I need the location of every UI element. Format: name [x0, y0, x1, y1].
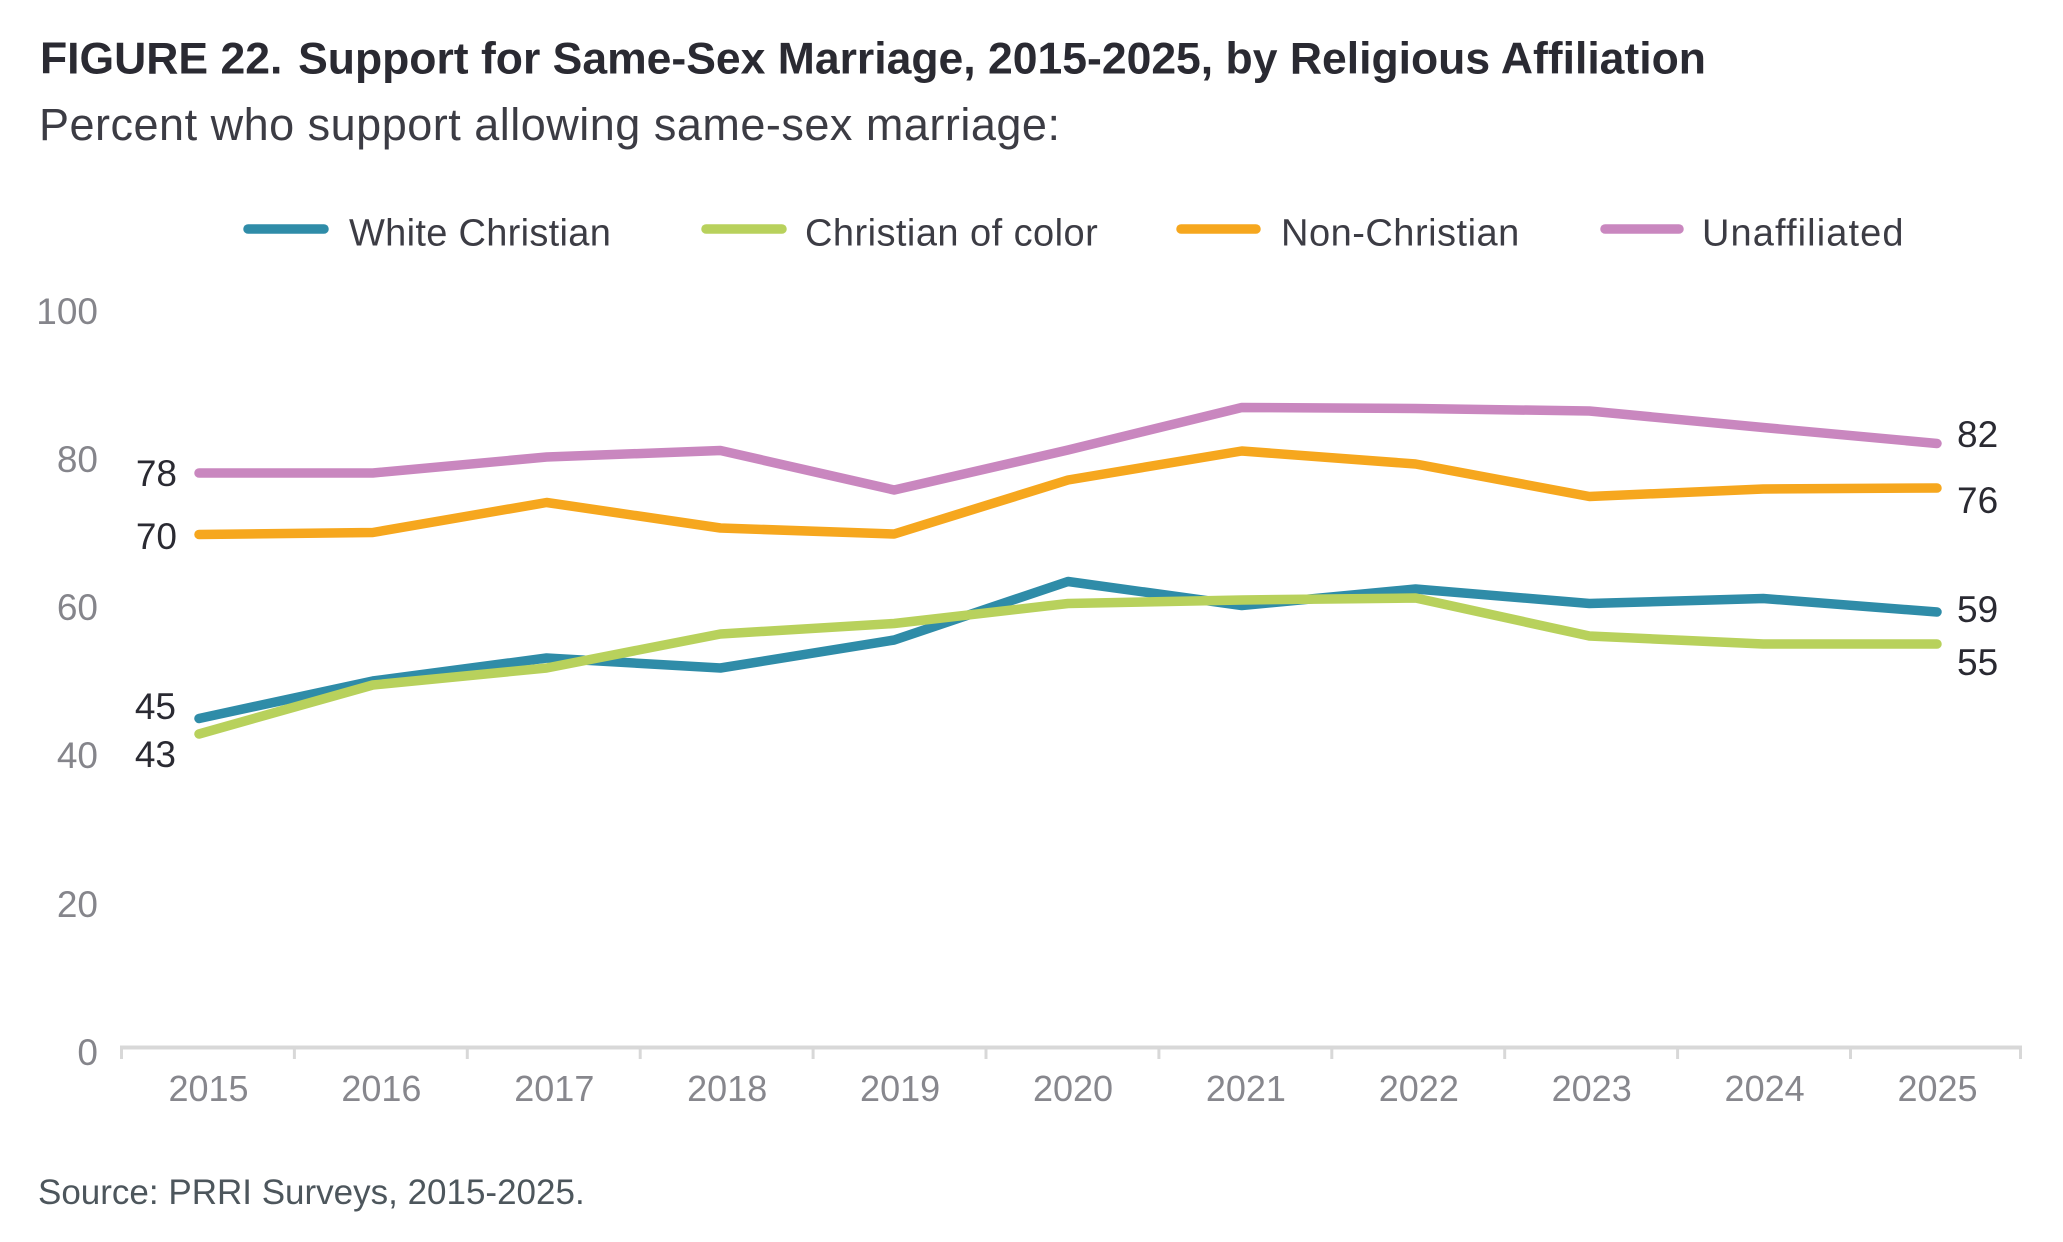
svg-text:80: 80	[57, 439, 98, 480]
svg-text:Source: PRRI Surveys, 2015-202: Source: PRRI Surveys, 2015-2025.	[38, 1173, 585, 1212]
svg-text:2024: 2024	[1725, 1068, 1805, 1109]
svg-text:Unaffiliated: Unaffiliated	[1702, 213, 1905, 255]
svg-text:FIGURE 22. Support for Same-S: FIGURE 22. Support for Same-Sex Marriage…	[40, 35, 1706, 84]
svg-text:2016: 2016	[341, 1068, 421, 1109]
svg-text:Percent who support allowing s: Percent who support allowing same-sex ma…	[39, 99, 1060, 150]
svg-text:45: 45	[135, 686, 176, 727]
svg-text:2015: 2015	[168, 1068, 248, 1109]
svg-text:100: 100	[36, 291, 98, 332]
svg-text:76: 76	[1957, 480, 1998, 521]
svg-text:2019: 2019	[860, 1068, 940, 1109]
svg-text:2021: 2021	[1206, 1068, 1286, 1109]
svg-text:2023: 2023	[1552, 1068, 1632, 1109]
svg-text:0: 0	[77, 1032, 98, 1073]
svg-text:78: 78	[136, 453, 177, 494]
svg-text:55: 55	[1957, 642, 1998, 683]
svg-text:Christian of color: Christian of color	[805, 213, 1098, 255]
svg-text:20: 20	[57, 884, 98, 925]
svg-text:60: 60	[57, 587, 98, 628]
svg-text:Non-Christian: Non-Christian	[1281, 213, 1520, 255]
svg-text:2022: 2022	[1379, 1068, 1459, 1109]
svg-text:2018: 2018	[687, 1068, 767, 1109]
svg-text:2025: 2025	[1897, 1068, 1977, 1109]
svg-text:43: 43	[135, 734, 176, 775]
svg-text:2020: 2020	[1033, 1068, 1113, 1109]
svg-text:70: 70	[136, 516, 177, 557]
svg-text:82: 82	[1957, 414, 1998, 455]
svg-text:2017: 2017	[514, 1068, 594, 1109]
svg-text:40: 40	[57, 735, 98, 776]
svg-text:59: 59	[1957, 589, 1998, 630]
svg-text:White Christian: White Christian	[349, 213, 611, 255]
